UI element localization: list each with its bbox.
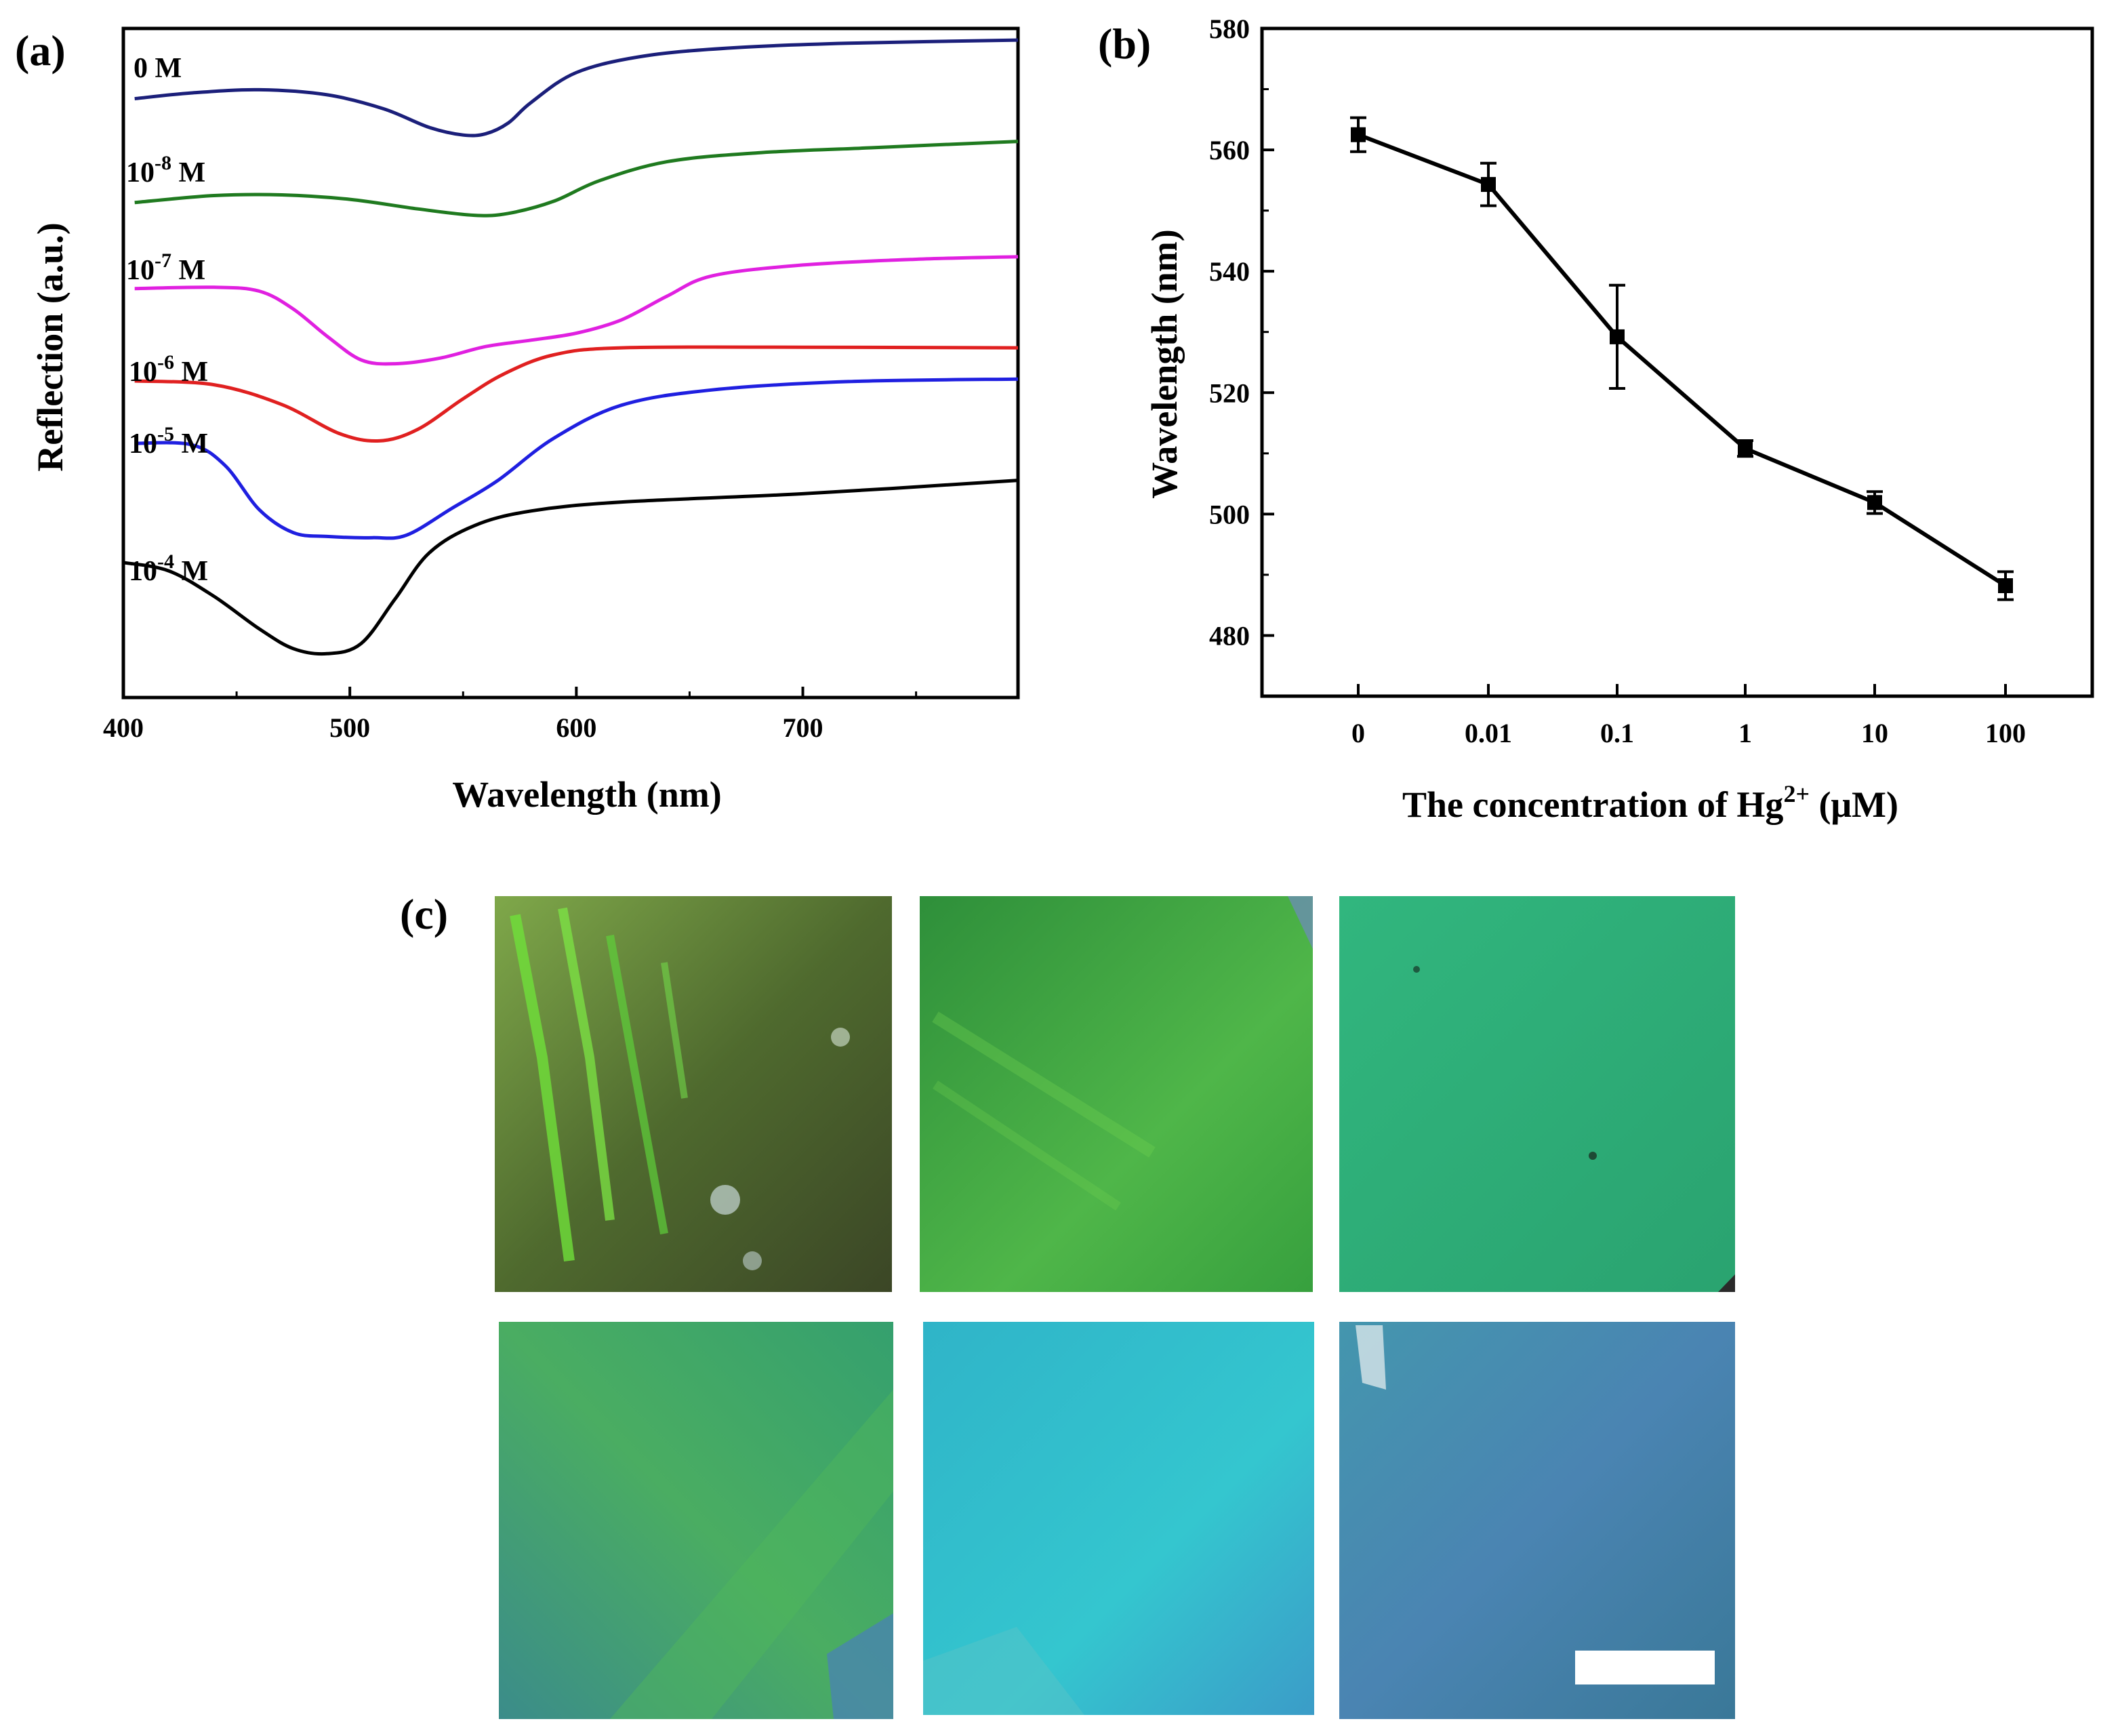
data-point-100 [1998,578,2013,594]
photo-10-6M [499,1322,893,1719]
x-tick-label-100: 100 [1985,718,2026,748]
data-point-0.1 [1610,329,1625,344]
curve-label-0: 0 M [134,53,182,84]
panel-c-label: (c) [400,890,448,938]
curve-label-1: 10-8 M [126,152,205,188]
x-tick-label-0: 0 [1351,718,1365,748]
curve-10-5M [134,377,1019,540]
x-tick-label-1: 500 [329,712,370,743]
plot-b-axes: 480 500 520 540 560 580 0 0.01 0.1 1 10 100 [1209,14,2026,748]
x-tick-label-1: 1 [1738,718,1752,748]
curve-label-3: 10-6 M [129,351,208,388]
photo-10-7M [1339,896,1735,1292]
panel-a-label: (a) [15,26,66,75]
plot-a-x-axis-title: Wavelength (nm) [452,774,722,815]
x-tick-label-0: 400 [103,712,144,743]
data-line [1357,132,2007,588]
y-tick-label-1: 500 [1209,499,1250,529]
curve-10-7M [134,255,1019,366]
panel-b-label: (b) [1098,20,1151,68]
x-tick-label-10: 10 [1861,718,1888,748]
y-tick-label-3: 540 [1209,256,1250,287]
y-tick-label-5: 580 [1209,14,1250,44]
y-tick-label-2: 520 [1209,378,1250,408]
curve-label-4: 10-5 M [129,423,208,460]
plot-a-x-ticks: 400 500 600 700 [103,687,918,743]
data-point-0 [1351,127,1366,142]
curve-0M [134,38,1019,138]
plot-a-curve-labels: 0 M 10-8 M 10-7 M 10-6 M 10-5 M 10-4 M [126,53,208,587]
plot-b-frame [1260,26,2094,698]
photo-10-8M [920,896,1313,1292]
y-tick-label-4: 560 [1209,135,1250,165]
photo-0M [495,896,892,1292]
data-point-1 [1738,441,1753,456]
photo-10-5M [923,1322,1314,1715]
x-tick-label-0.01: 0.01 [1465,718,1512,748]
curve-label-5: 10-4 M [129,550,208,587]
plot-a-curves [123,38,1019,656]
x-tick-label-0.1: 0.1 [1600,718,1634,748]
plot-a-y-axis-title: Reflection (a.u.) [30,222,70,471]
x-tick-label-2: 600 [556,712,596,743]
scale-bar [1575,1651,1715,1684]
x-tick-label-3: 700 [783,712,823,743]
curve-10-6M [134,345,1019,443]
plot-a-frame [121,26,1020,700]
data-point-10 [1867,495,1882,510]
plot-b-y-axis-title: Wavelength (nm) [1144,229,1185,499]
data-point-0.01 [1481,177,1496,193]
plot-b-data [1350,116,2014,601]
curve-10-8M [134,140,1019,218]
plot-b-x-axis-title: The concentration of Hg2+ (μM) [1402,780,1898,825]
curve-10-4M [123,479,1019,656]
curve-label-2: 10-7 M [126,249,205,286]
y-tick-label-0: 480 [1209,620,1250,651]
